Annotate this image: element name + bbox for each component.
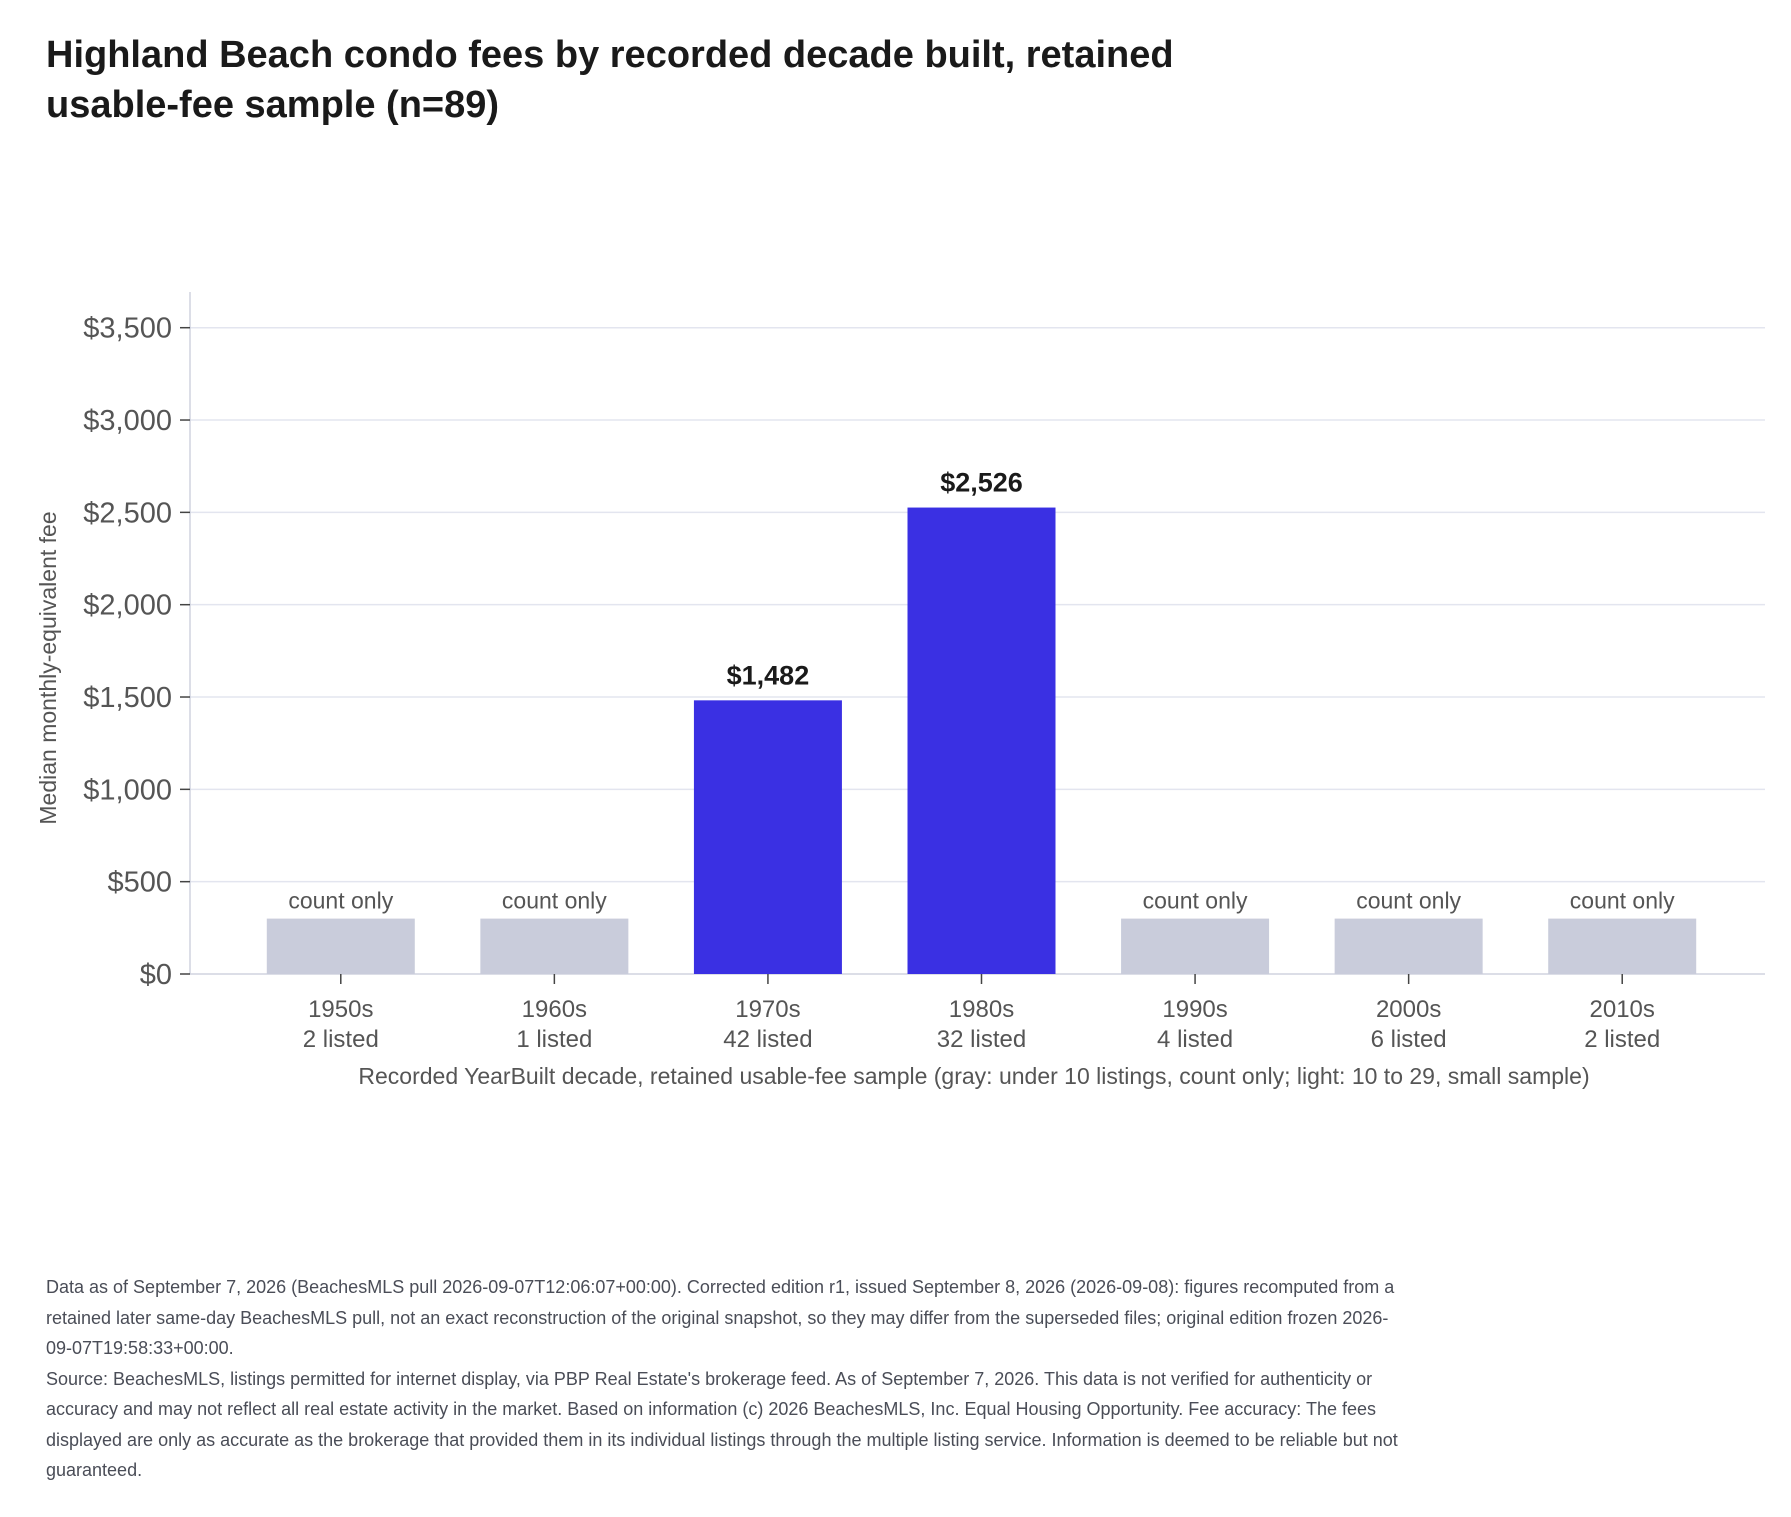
bar-2000s (1334, 918, 1483, 974)
y-tick-labels: $0 $500 $1,000 $1,500 $2,000 $2,500 $3,000 $3,5… (83, 313, 190, 991)
x-tick-label-count: 2 listed (1584, 1026, 1660, 1053)
count-only-label: count only (502, 888, 607, 914)
data-edition-note: Data as of September 7, 2026 (BeachesMLS… (46, 1277, 1395, 1358)
chart-title: Highland Beach condo fees by recorded de… (46, 30, 1246, 130)
x-tick-label-decade: 2000s (1376, 996, 1441, 1023)
bar-1990s (1121, 918, 1270, 974)
bar-1950s (266, 918, 415, 974)
footer-notes: Data as of September 7, 2026 (BeachesMLS… (46, 1272, 1406, 1486)
x-tick-label-count: 42 listed (723, 1026, 812, 1053)
value-label: $2,526 (940, 468, 1023, 498)
value-label: $1,482 (727, 660, 810, 690)
x-tick-label-decade: 1970s (735, 996, 800, 1023)
source-note: Source: BeachesMLS, listings permitted f… (46, 1368, 1398, 1481)
bar-1980s (907, 507, 1056, 974)
count-only-label: count only (1570, 888, 1675, 914)
x-tick-label-count: 4 listed (1157, 1026, 1233, 1053)
chart-title-line-1: Highland Beach condo fees by recorded de… (46, 34, 1174, 76)
x-axis-title: Recorded YearBuilt decade, retained usab… (358, 1063, 1589, 1089)
y-tick-label: $2,000 (83, 590, 172, 622)
bar-1970s (693, 700, 842, 974)
y-tick-label: $500 (107, 867, 172, 899)
chart-title-line-2: usable-fee sample (n=89) (46, 84, 500, 126)
y-tick-label: $3,500 (83, 313, 172, 345)
x-tick-label-count: 1 listed (516, 1026, 592, 1053)
y-tick-label: $1,000 (83, 774, 172, 806)
y-tick-label: $2,500 (83, 497, 172, 529)
x-tick-labels: 1950s 2 listed 1960s 1 listed 1970s 42 listed… (303, 974, 1660, 1053)
x-tick-label-decade: 2010s (1590, 996, 1655, 1023)
bar-1960s (480, 918, 629, 974)
x-tick-label-count: 32 listed (937, 1026, 1026, 1053)
y-tick-label: $1,500 (83, 682, 172, 714)
x-tick-label-decade: 1990s (1162, 996, 1227, 1023)
x-tick-label-count: 6 listed (1371, 1026, 1447, 1053)
x-tick-label-decade: 1960s (522, 996, 587, 1023)
x-tick-label-decade: 1950s (308, 996, 373, 1023)
y-tick-label: $3,000 (83, 405, 172, 437)
bars (266, 507, 1697, 974)
y-tick-label: $0 (140, 959, 172, 991)
x-tick-label-decade: 1980s (949, 996, 1014, 1023)
count-only-label: count only (1356, 888, 1461, 914)
bar-2010s (1548, 918, 1697, 974)
bar-labels: count only count only $1,482 $2,526 count on… (288, 468, 1675, 914)
count-only-label: count only (1143, 888, 1248, 914)
x-tick-label-count: 2 listed (303, 1026, 379, 1053)
bar-chart: count only count only $1,482 $2,526 count on… (35, 292, 1765, 1089)
count-only-label: count only (288, 888, 393, 914)
y-axis-title: Median monthly-equivalent fee (35, 511, 61, 824)
